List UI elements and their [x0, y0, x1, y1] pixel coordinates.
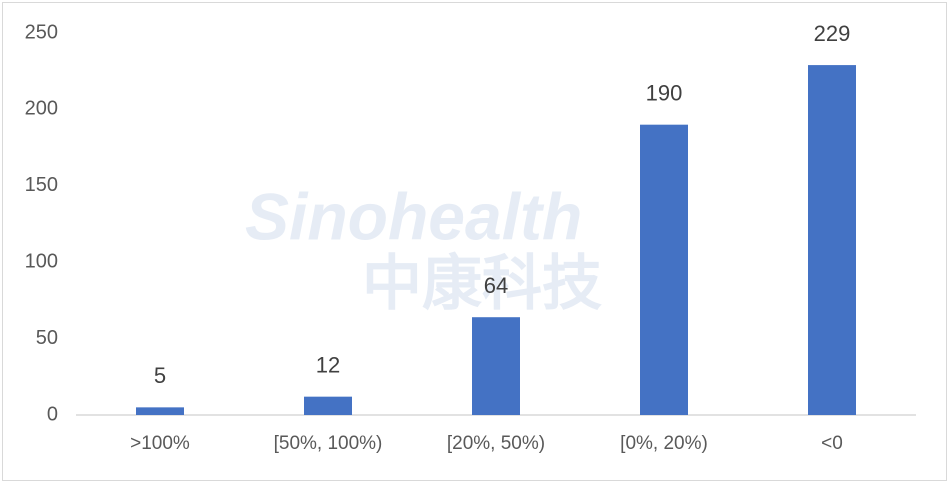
value-label: 12 [316, 352, 340, 377]
y-tick-label: 250 [25, 21, 58, 43]
y-tick-label: 0 [47, 403, 58, 425]
value-label: 190 [646, 80, 683, 105]
value-label: 5 [154, 363, 166, 388]
bar [640, 124, 688, 416]
bar [304, 396, 352, 415]
bar [472, 317, 520, 415]
x-tick-label: <0 [821, 433, 843, 454]
value-label: 229 [814, 21, 851, 46]
bar [808, 65, 856, 415]
x-tick-label: [0%, 20%) [620, 433, 708, 454]
y-tick-label: 50 [36, 327, 58, 349]
watermark: 中康科技 [362, 250, 602, 317]
bar [136, 407, 184, 415]
x-tick-label: >100% [130, 433, 190, 454]
y-tick-label: 150 [25, 174, 58, 196]
y-tick-label: 100 [25, 250, 58, 272]
watermark: Sinohealth [245, 179, 582, 253]
y-tick-label: 200 [25, 98, 58, 120]
x-tick-label: [20%, 50%) [447, 433, 545, 454]
x-tick-label: [50%, 100%) [274, 433, 383, 454]
value-label: 64 [484, 273, 508, 298]
